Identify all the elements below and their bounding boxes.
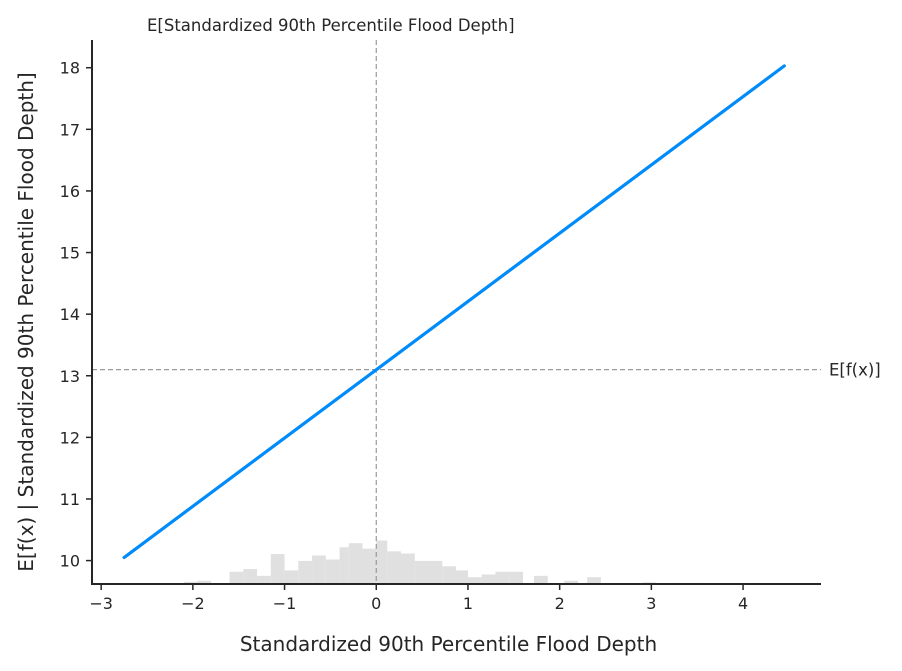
reference-lines: [92, 40, 821, 584]
histogram-bar: [467, 577, 482, 584]
histogram-bar: [243, 569, 258, 584]
y-tick-label: 10: [60, 552, 80, 571]
y-tick-label: 16: [60, 182, 80, 201]
x-tick-label: 0: [371, 594, 381, 613]
y-axis-label: E[f(x) | Standardized 90th Percentile Fl…: [14, 72, 38, 571]
histogram-bar: [587, 577, 601, 584]
x-axis-label: Standardized 90th Percentile Flood Depth: [240, 632, 657, 656]
x-tick-label: −1: [273, 594, 297, 613]
y-tick-label: 18: [60, 59, 80, 78]
histogram-bar: [376, 540, 388, 584]
histogram: [147, 540, 762, 584]
series-layer: [122, 64, 786, 560]
y-tick-label: 13: [60, 367, 80, 386]
histogram-bar: [325, 559, 340, 584]
x-tick-label: 2: [555, 594, 565, 613]
histogram-bar: [339, 547, 349, 584]
x-tick-label: −2: [181, 594, 205, 613]
histogram-bar: [362, 548, 377, 584]
histogram-bar: [312, 555, 326, 584]
histogram-bar: [229, 571, 244, 584]
histogram-bar: [387, 551, 402, 584]
y-tick-label: 15: [60, 244, 80, 263]
histogram-bar: [183, 581, 198, 584]
y-tick-label: 11: [60, 490, 80, 509]
histogram-bar: [414, 560, 429, 584]
histogram-bar: [284, 570, 299, 584]
x-tick-label: 3: [646, 594, 656, 613]
histogram-bar: [401, 553, 415, 584]
histogram-bar: [442, 566, 457, 584]
histogram-bar: [257, 575, 271, 584]
y-tick-label: 14: [60, 305, 80, 324]
expected-feature-label: E[Standardized 90th Percentile Flood Dep…: [147, 16, 515, 35]
y-tick-label: 17: [60, 120, 80, 139]
histogram-bar: [509, 571, 523, 584]
x-tick-label: 1: [463, 594, 473, 613]
histogram-bar: [456, 570, 468, 584]
expected-value-label: E[f(x)]: [829, 361, 881, 380]
histogram-bar: [495, 571, 510, 584]
histogram-bar: [197, 580, 212, 584]
x-tick-label: 4: [738, 594, 748, 613]
histogram-bar: [481, 574, 496, 584]
x-tick-label: −3: [89, 594, 113, 613]
histogram-bar: [298, 560, 313, 584]
histogram-bar: [270, 554, 285, 584]
histogram-bar: [428, 560, 443, 584]
histogram-bar: [348, 543, 363, 584]
series-line: [122, 64, 786, 560]
histogram-bar: [564, 580, 578, 584]
y-tick-label: 12: [60, 428, 80, 447]
histogram-bar: [533, 575, 548, 584]
